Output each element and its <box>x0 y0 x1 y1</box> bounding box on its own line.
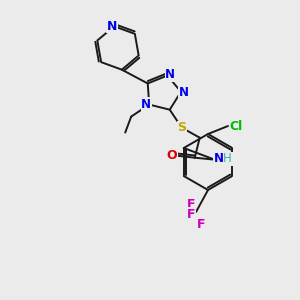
Text: F: F <box>187 208 195 220</box>
Text: N: N <box>214 152 224 165</box>
Text: H: H <box>224 152 232 165</box>
Text: N: N <box>141 98 151 111</box>
Text: N: N <box>165 68 176 81</box>
Text: O: O <box>167 149 177 162</box>
Text: N: N <box>107 20 117 33</box>
Text: F: F <box>197 218 205 230</box>
Text: N: N <box>179 86 189 99</box>
Text: Cl: Cl <box>230 119 243 133</box>
Text: S: S <box>177 121 186 134</box>
Text: F: F <box>187 197 195 211</box>
